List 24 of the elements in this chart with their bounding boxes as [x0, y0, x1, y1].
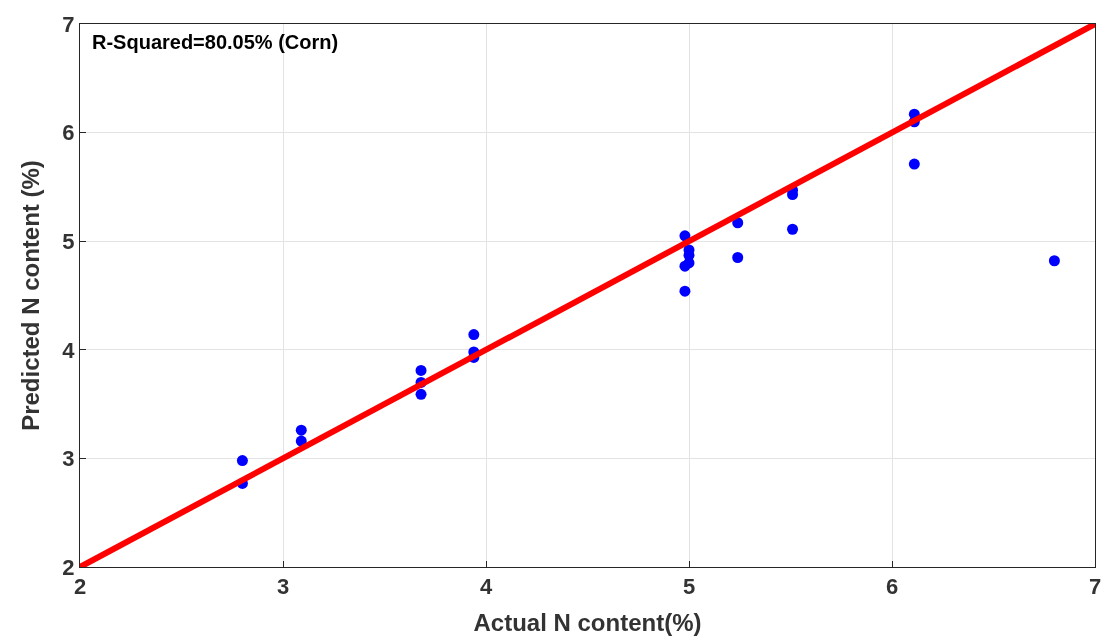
- y-tick-label: 7: [62, 11, 75, 37]
- point: [787, 223, 799, 235]
- x-tick-label: 3: [276, 574, 290, 600]
- x-tick-label: 4: [479, 574, 493, 600]
- y-tick-label: 3: [62, 446, 75, 472]
- y-tick-label: 5: [62, 228, 75, 254]
- y-tick-label: 4: [62, 337, 76, 363]
- point: [415, 388, 427, 400]
- point: [679, 285, 691, 297]
- y-tick-label: 6: [62, 120, 75, 146]
- y-axis-title: Predicted N content (%): [17, 160, 45, 431]
- x-tick-label: 6: [885, 574, 899, 600]
- point: [732, 251, 744, 263]
- point: [236, 455, 248, 467]
- point: [1048, 255, 1060, 267]
- point: [295, 424, 307, 436]
- x-axis-title: Actual N content(%): [473, 608, 702, 636]
- x-tick-label: 5: [682, 574, 696, 600]
- point: [468, 329, 480, 341]
- point: [908, 158, 920, 170]
- point: [415, 364, 427, 376]
- y-tick-label: 2: [62, 554, 75, 580]
- x-tick-label: 7: [1088, 574, 1102, 600]
- annotation: R-Squared=80.05% (Corn): [92, 31, 339, 53]
